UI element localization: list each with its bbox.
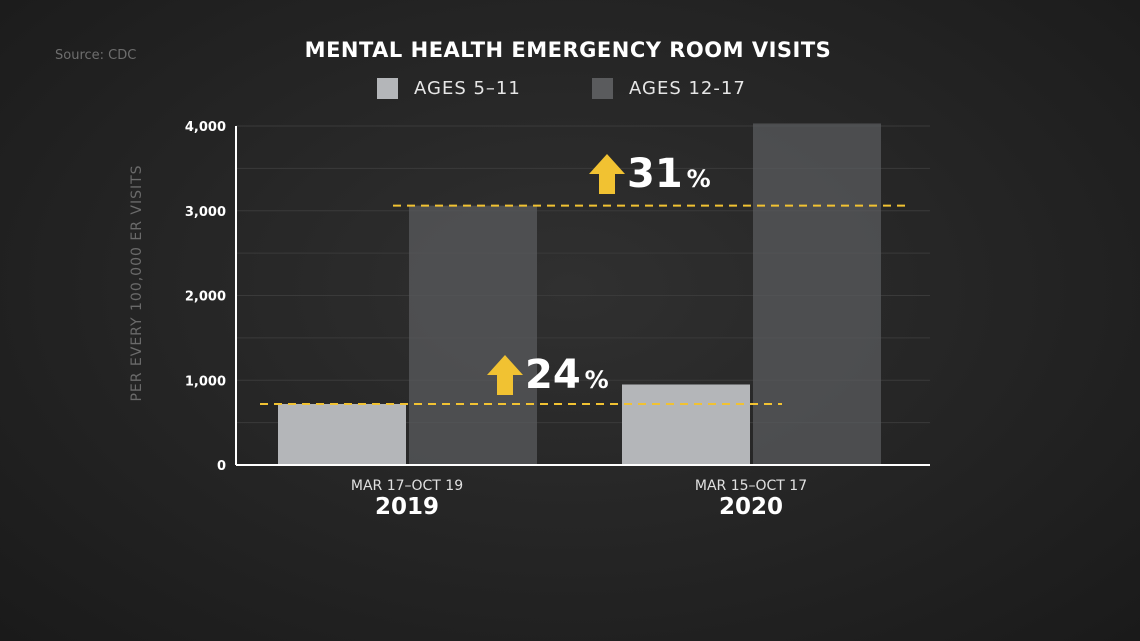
callout-value: 31 xyxy=(627,151,683,197)
bars xyxy=(278,123,881,466)
bar-ages-12-17-2020 xyxy=(753,123,881,466)
legend-swatch xyxy=(592,78,613,99)
up-arrow-icon xyxy=(589,154,625,194)
y-tick-label: 1,000 xyxy=(185,374,226,389)
callout-24-percent: 24 % xyxy=(487,355,609,395)
source-note: Source: CDC xyxy=(55,48,137,63)
gridlines xyxy=(236,125,930,424)
legend-swatch xyxy=(377,78,398,99)
category-date-range-2020: MAR 15–OCT 17 xyxy=(694,478,808,494)
axes xyxy=(235,126,930,466)
legend-label: AGES 12-17 xyxy=(629,78,746,99)
callout-value: 24 xyxy=(525,352,581,398)
category-year-2020: 2020 xyxy=(718,494,783,520)
y-tick-label: 3,000 xyxy=(185,205,226,220)
y-axis-label: PER EVERY 100,000 ER VISITS xyxy=(129,164,145,402)
legend-item-ages-12-17: AGES 12-17 xyxy=(592,78,746,99)
category-year-2019: 2019 xyxy=(374,494,439,520)
callout-31-percent: 31 % xyxy=(589,154,711,194)
bar-ages-5-11-2019 xyxy=(278,403,406,465)
legend-item-ages-5-11: AGES 5–11 xyxy=(377,78,521,99)
y-tick-label: 2,000 xyxy=(185,290,226,305)
category-date-range-2019: MAR 17–OCT 19 xyxy=(350,478,464,494)
callout-suffix: % xyxy=(686,165,711,193)
legend-label: AGES 5–11 xyxy=(414,78,521,99)
y-tick-label: 4,000 xyxy=(185,120,226,135)
bar-ages-12-17-2019 xyxy=(409,205,537,466)
up-arrow-icon xyxy=(487,355,523,395)
y-tick-label: 0 xyxy=(217,459,226,474)
chart-title: MENTAL HEALTH EMERGENCY ROOM VISITS xyxy=(304,38,832,62)
reference-lines xyxy=(260,204,905,405)
callout-suffix: % xyxy=(584,366,609,394)
bar-ages-5-11-2020 xyxy=(622,384,750,465)
y-tick-labels: 0 1,000 2,000 3,000 4,000 xyxy=(185,120,226,474)
